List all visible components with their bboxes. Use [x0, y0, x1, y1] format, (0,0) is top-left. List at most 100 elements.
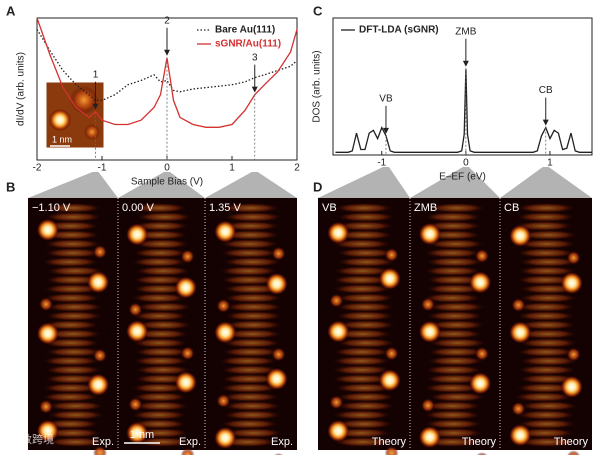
stm-stripe — [44, 374, 102, 384]
panel-letter: D — [313, 179, 322, 194]
stm-stripe — [423, 410, 482, 420]
stm-stripe — [519, 338, 578, 348]
panel-letter: A — [6, 3, 16, 18]
image-tag: Theory — [462, 436, 497, 448]
stm-stripe — [427, 302, 486, 312]
stm-blob — [180, 346, 195, 361]
stm-blob — [214, 321, 237, 344]
stm-stripe — [514, 221, 574, 231]
stm-stripe — [424, 419, 482, 429]
stm-blob — [180, 249, 195, 264]
stm-stripe — [425, 284, 484, 294]
stm-blob — [509, 224, 532, 247]
stm-stripe — [220, 239, 280, 249]
stm-stripe — [336, 401, 396, 411]
stm-blob — [271, 246, 286, 261]
stm-stripe — [44, 203, 102, 213]
connector — [118, 172, 205, 198]
stm-stripe — [46, 401, 105, 411]
stm-stripe — [44, 365, 103, 375]
connector — [410, 167, 500, 198]
stm-stripe — [427, 347, 486, 357]
stm-stripe — [135, 320, 192, 330]
stm-blob — [327, 320, 350, 343]
stm-stripe — [423, 248, 482, 258]
stm-stripe — [42, 338, 101, 348]
stm-blob — [273, 452, 284, 455]
stm-stripe — [224, 302, 284, 312]
stm-blob — [329, 395, 344, 410]
watermark: 大数跨境 — [10, 432, 54, 446]
stm-stripe — [134, 347, 190, 357]
stm-blob — [128, 397, 143, 412]
stm-stripe — [223, 293, 283, 303]
stm-stripe — [43, 284, 102, 294]
stm-blob — [174, 276, 197, 299]
annotation-label: VB — [379, 93, 393, 104]
annotation-label: 1 — [93, 69, 99, 80]
stm-stripe — [42, 356, 100, 366]
arrow-head — [382, 127, 389, 134]
stm-stripe — [331, 275, 391, 285]
annotation-label: 2 — [164, 15, 170, 26]
y-axis-label: dI/dV (arb. units) — [16, 52, 27, 126]
arrow-head — [164, 49, 170, 56]
stm-stripe — [223, 329, 282, 339]
stm-stripe — [132, 275, 189, 285]
annotation-label: CB — [539, 85, 553, 96]
image-label: 0.00 V — [122, 202, 154, 214]
stm-stripe — [517, 419, 577, 429]
stm-blob — [216, 298, 231, 313]
stm-blob — [469, 372, 492, 395]
stm-stripe — [335, 293, 395, 303]
stm-stripe — [44, 212, 103, 222]
stm-stripe — [335, 302, 395, 312]
stm-blob — [180, 447, 195, 455]
stm-stripe — [514, 392, 573, 402]
image-label: ZMB — [414, 202, 437, 214]
stm-stripe — [132, 311, 188, 321]
connector — [28, 172, 118, 198]
stm-stripe — [331, 356, 391, 366]
stm-blob — [560, 272, 583, 295]
stm-stripe — [334, 419, 394, 429]
stm-stripe — [220, 365, 280, 375]
image-tag: Exp. — [179, 436, 201, 448]
stm-stripe — [428, 392, 487, 402]
stm-stripe — [423, 266, 482, 276]
stm-blob — [214, 220, 237, 243]
x-tick-label: -1 — [377, 158, 386, 169]
stm-stripe — [333, 437, 393, 447]
stm-stripe — [221, 203, 281, 213]
stm-stripe — [516, 302, 575, 312]
image-label: CB — [504, 202, 519, 214]
stm-stripe — [223, 212, 283, 222]
stm-blob — [39, 399, 53, 414]
stm-blob — [384, 445, 399, 455]
x-axis-label: E–EF (eV) — [439, 172, 486, 183]
stm-stripe — [219, 248, 279, 258]
image-tag: Theory — [372, 436, 407, 448]
stm-stripe — [516, 347, 576, 357]
stm-stripe — [222, 338, 282, 348]
stm-stripe — [42, 293, 101, 303]
stm-stripe — [516, 410, 576, 420]
stm-blob — [126, 223, 149, 246]
panel-letter: C — [313, 3, 323, 18]
stm-blob — [271, 347, 286, 362]
arrow-head — [92, 103, 99, 110]
y-axis-label: DOS (arb. units) — [312, 50, 323, 122]
stm-stripe — [135, 266, 191, 276]
stm-stripe — [132, 248, 189, 258]
stm-stripe — [423, 383, 482, 393]
stm-blob — [509, 424, 532, 447]
stm-stripe — [516, 275, 576, 285]
stm-stripe — [223, 320, 283, 330]
stm-blob — [265, 272, 288, 295]
stm-stripe — [44, 248, 102, 258]
stm-blob — [469, 271, 492, 294]
stm-stripe — [223, 257, 282, 267]
image-tag: Exp. — [92, 436, 114, 448]
stm-stripe — [218, 356, 278, 366]
series-line — [36, 29, 298, 102]
